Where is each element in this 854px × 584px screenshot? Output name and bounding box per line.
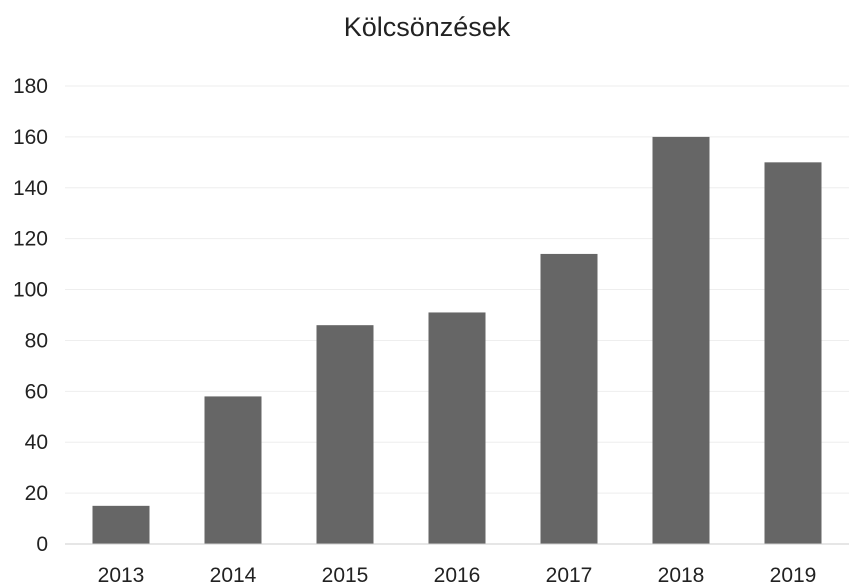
y-tick-label: 180 <box>13 75 48 98</box>
bar-2013 <box>92 505 150 544</box>
bars <box>92 136 822 545</box>
x-tick-label: 2018 <box>658 564 705 584</box>
chart-title: Kölcsönzések <box>343 12 511 42</box>
bar-2018 <box>652 136 710 544</box>
y-tick-label: 120 <box>13 228 48 251</box>
x-tick-label: 2014 <box>210 564 257 584</box>
bar-2019 <box>764 162 822 545</box>
y-tick-label: 80 <box>25 329 48 352</box>
x-tick-label: 2013 <box>98 564 145 584</box>
y-tick-label: 160 <box>13 126 48 149</box>
bar-2015 <box>316 325 374 544</box>
y-tick-label: 0 <box>36 533 48 556</box>
y-tick-label: 40 <box>25 431 48 454</box>
x-tick-label: 2016 <box>434 564 481 584</box>
y-tick-label: 60 <box>25 380 48 403</box>
x-tick-label: 2019 <box>770 564 817 584</box>
bar-2017 <box>540 253 598 544</box>
x-tick-label: 2017 <box>546 564 593 584</box>
y-tick-label: 100 <box>13 279 48 302</box>
bar-2014 <box>204 396 262 544</box>
y-tick-label: 20 <box>25 482 48 505</box>
y-tick-labels: 0 20 40 60 80 100 120 140 160 180 <box>13 75 48 556</box>
y-tick-label: 140 <box>13 177 48 200</box>
x-tick-labels: 2013 2014 2015 2016 2017 2018 2019 <box>98 564 817 584</box>
bar-2016 <box>428 312 486 544</box>
x-tick-label: 2015 <box>322 564 369 584</box>
